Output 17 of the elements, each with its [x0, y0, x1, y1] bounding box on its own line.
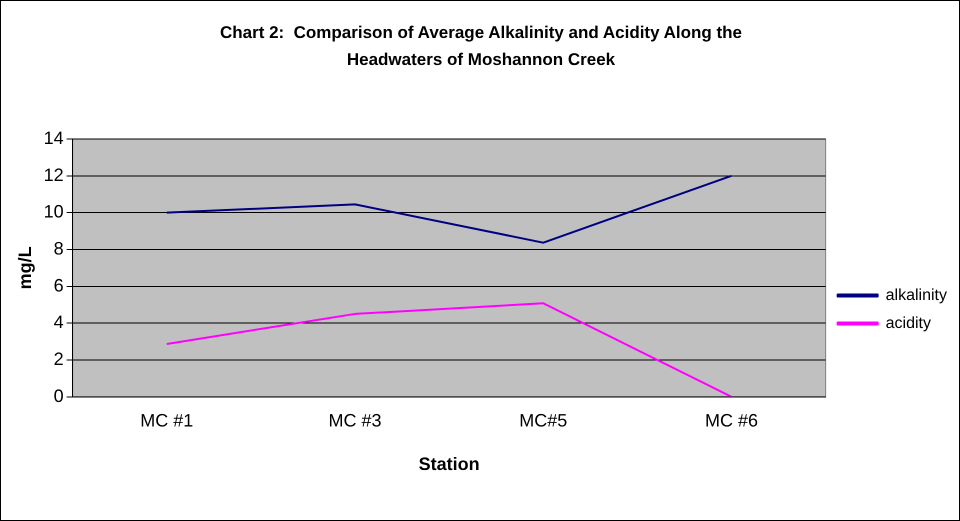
x-axis-title: Station: [418, 454, 480, 474]
y-tick-label: 8: [54, 238, 64, 258]
y-tick-label: 4: [54, 312, 64, 332]
legend-label: alkalinity: [886, 286, 947, 304]
y-tick-label: 0: [54, 386, 64, 406]
x-tick-label: MC #3: [328, 410, 382, 431]
x-tick-label: MC #1: [140, 410, 194, 431]
x-tick-label: MC#5: [519, 410, 568, 431]
y-tick-label: 2: [54, 348, 64, 369]
y-tick-label: 14: [44, 128, 64, 148]
y-axis-title: mg/L: [14, 246, 35, 290]
legend-label: acidity: [886, 314, 931, 332]
chart-title: Chart 2: Comparison of Average Alkalinity and Acidity Along the Headwaters of Moshannon Creek: [218, 22, 744, 71]
x-tick-label: MC #6: [705, 410, 758, 431]
y-tick-label: 10: [44, 202, 64, 222]
y-tick-label: 6: [54, 275, 64, 296]
y-tick-label: 12: [44, 164, 64, 185]
